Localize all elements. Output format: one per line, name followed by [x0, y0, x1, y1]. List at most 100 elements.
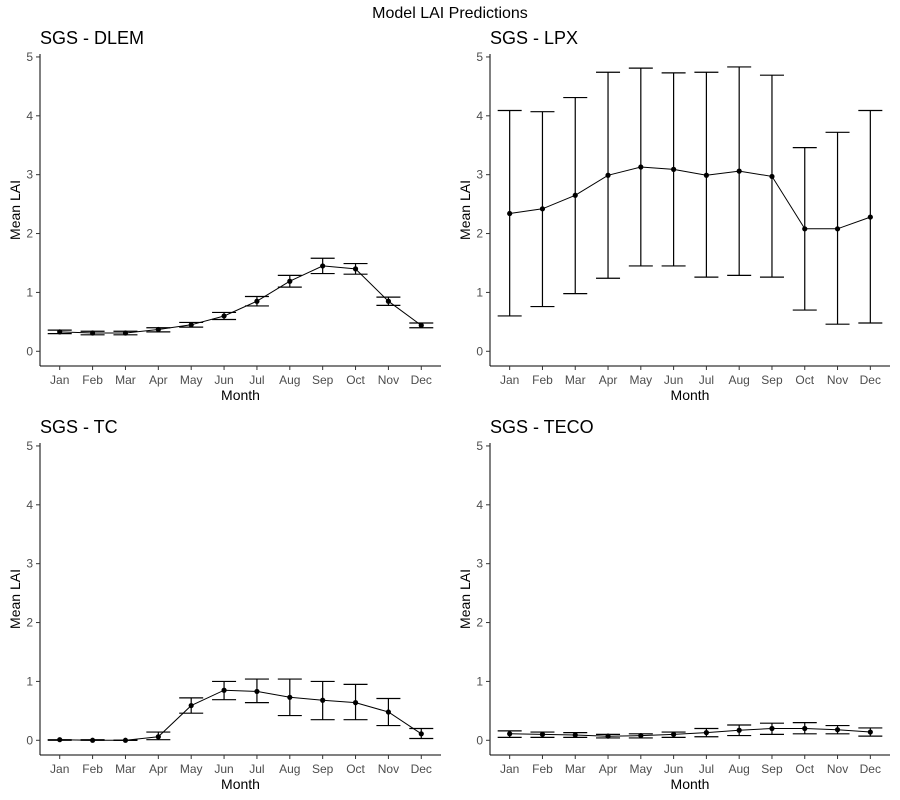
data-point: [605, 733, 611, 739]
data-point: [736, 727, 742, 733]
data-point: [736, 168, 742, 174]
y-tick-label: 3: [476, 168, 483, 182]
plot-area-lpx: 0 1 2 3 4 5 Jan Feb Mar Apr May Jun Jul Aug Sep Oct Nov D…: [476, 50, 890, 387]
y-tick-label: 2: [476, 616, 483, 630]
x-tick-label: Mar: [115, 373, 136, 387]
plot-area-dlem: 0 1 2 3 4 5 Jan Feb Mar Apr May Jun Jul Aug Sep Oct Nov D…: [26, 50, 441, 387]
data-point: [254, 298, 260, 304]
x-tick-label: Jun: [664, 762, 683, 776]
x-tick-label: Jun: [214, 373, 233, 387]
data-point: [671, 166, 677, 172]
x-tick-label: Apr: [599, 762, 618, 776]
x-tick-label: May: [180, 373, 203, 387]
x-tick-label: Sep: [312, 373, 334, 387]
data-point: [89, 330, 96, 336]
y-tick-label: 2: [26, 227, 33, 241]
x-tick-label: Dec: [860, 762, 881, 776]
x-tick-label: Oct: [795, 762, 814, 776]
y-tick-label: 0: [476, 733, 483, 747]
x-tick-label: Oct: [346, 373, 365, 387]
data-point: [287, 694, 293, 700]
panel-teco: SGS - TECO Mean LAI Month 0 1 2 3 4 5 Jan Feb Ma…: [457, 417, 890, 792]
x-tick-label: Sep: [312, 762, 334, 776]
x-tick-label: Dec: [411, 373, 432, 387]
x-tick-label: Feb: [532, 762, 553, 776]
series-line: [509, 166, 871, 230]
data-point: [834, 727, 841, 733]
y-tick-label: 5: [26, 50, 33, 64]
data-point: [638, 732, 644, 739]
x-tick-label: Jul: [699, 762, 714, 776]
x-tick-label: Aug: [279, 762, 300, 776]
panel-dlem: SGS - DLEM Mean LAI Month 0 1 2 3 4 5 Jan Feb Ma…: [7, 28, 441, 403]
x-tick-label: Nov: [827, 373, 848, 387]
x-tick-label: Mar: [565, 762, 586, 776]
y-tick-label: 0: [476, 344, 483, 358]
x-tick-label: Apr: [149, 762, 168, 776]
x-tick-label: Jul: [249, 373, 264, 387]
data-point: [539, 206, 546, 212]
data-point: [385, 709, 392, 715]
x-tick-label: Feb: [82, 762, 103, 776]
x-tick-label: Aug: [729, 373, 750, 387]
y-axis-title: Mean LAI: [7, 180, 23, 240]
data-point: [287, 278, 293, 284]
x-tick-label: Mar: [565, 373, 586, 387]
y-tick-label: 4: [26, 498, 33, 512]
data-point: [418, 322, 424, 328]
y-tick-label: 1: [26, 285, 33, 299]
data-point: [254, 688, 260, 695]
x-tick-label: Apr: [149, 373, 168, 387]
x-axis-title: Month: [671, 387, 710, 403]
x-axis-title: Month: [221, 387, 260, 403]
x-tick-label: Feb: [82, 373, 103, 387]
data-point: [671, 731, 677, 737]
panel-tc: SGS - TC Mean LAI Month 0 1 2 3 4 5 Jan Feb Mar A…: [7, 417, 441, 792]
panel-title: SGS - DLEM: [40, 28, 144, 48]
panel-lpx: SGS - LPX Mean LAI Month 0 1 2 3 4 5 Jan Feb Mar…: [457, 28, 890, 403]
x-tick-label: Jan: [50, 373, 69, 387]
y-tick-label: 3: [26, 557, 33, 571]
data-point: [57, 737, 63, 743]
x-tick-label: May: [180, 762, 203, 776]
x-tick-label: Feb: [532, 373, 553, 387]
data-point: [122, 330, 129, 336]
data-point: [572, 192, 578, 198]
x-tick-label: Jun: [664, 373, 683, 387]
data-point: [834, 226, 841, 232]
y-tick-label: 0: [26, 733, 33, 747]
data-point: [867, 729, 873, 735]
data-point: [385, 298, 392, 304]
x-tick-label: Jul: [249, 762, 264, 776]
x-tick-label: Jan: [500, 762, 519, 776]
panel-title: SGS - TC: [40, 417, 118, 437]
data-point: [89, 737, 96, 743]
data-point: [703, 730, 709, 736]
y-axis-title: Mean LAI: [7, 569, 23, 629]
x-tick-label: Nov: [378, 373, 399, 387]
series-line: [509, 728, 871, 737]
data-point: [352, 700, 359, 706]
data-point: [507, 731, 513, 737]
data-point: [320, 263, 326, 269]
data-point: [572, 732, 578, 738]
data-point: [155, 326, 161, 333]
x-tick-label: Dec: [860, 373, 881, 387]
x-tick-label: Jul: [699, 373, 714, 387]
y-tick-label: 4: [26, 109, 33, 123]
data-point: [507, 210, 513, 217]
x-tick-label: Jan: [50, 762, 69, 776]
x-tick-label: May: [629, 762, 652, 776]
y-tick-label: 2: [26, 616, 33, 630]
y-tick-label: 3: [476, 557, 483, 571]
data-point: [57, 329, 63, 335]
x-tick-label: Oct: [795, 373, 814, 387]
x-tick-label: Apr: [599, 373, 618, 387]
data-point: [769, 725, 775, 732]
y-axis-title: Mean LAI: [457, 569, 473, 629]
x-tick-label: Sep: [761, 762, 783, 776]
data-point: [703, 172, 709, 178]
data-point: [769, 173, 775, 180]
data-point: [418, 731, 424, 737]
